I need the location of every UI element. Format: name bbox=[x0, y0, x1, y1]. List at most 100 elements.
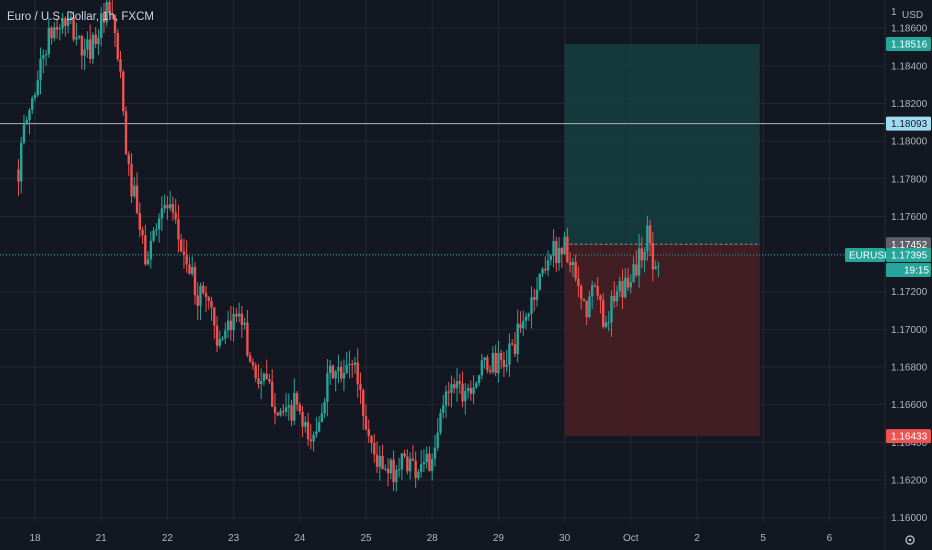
candle-body-76 bbox=[226, 320, 230, 331]
candle-body-176 bbox=[502, 359, 506, 367]
candle-body-79 bbox=[235, 313, 238, 317]
candle-body-171 bbox=[488, 370, 492, 372]
candle-body-119 bbox=[345, 365, 348, 374]
x-tick-label-5: 25 bbox=[360, 533, 372, 544]
candle-body-211 bbox=[599, 295, 602, 301]
y-tick-label-9: 1.16800 bbox=[891, 363, 928, 374]
candlestick-series bbox=[17, 0, 660, 492]
candle-body-23 bbox=[80, 35, 84, 56]
y-tick-label-4: 1.17800 bbox=[891, 174, 928, 185]
stop-price-tag-bg bbox=[886, 429, 931, 444]
candle-body-30 bbox=[100, 13, 103, 38]
x-tick-label-10: 2 bbox=[694, 533, 700, 544]
level-tag-0-text: 1.18093 bbox=[891, 119, 928, 130]
candle-body-217 bbox=[615, 291, 619, 302]
candle-body-157 bbox=[450, 384, 453, 393]
y-tick-label-10: 1.16600 bbox=[891, 400, 928, 411]
candle-body-130 bbox=[375, 454, 379, 467]
candle-body-95 bbox=[279, 411, 282, 416]
candle-body-222 bbox=[629, 282, 632, 288]
candle-body-129 bbox=[373, 442, 376, 455]
candle-body-131 bbox=[378, 455, 381, 467]
candle-body-52 bbox=[160, 208, 164, 219]
candle-body-221 bbox=[626, 277, 630, 288]
candle-body-83 bbox=[246, 322, 249, 356]
y-tick-label-12: 1.16200 bbox=[891, 475, 928, 486]
candle-body-135 bbox=[389, 459, 393, 474]
candle-body-64 bbox=[193, 267, 197, 296]
candle-body-42 bbox=[133, 185, 136, 197]
horizontal-levels[interactable] bbox=[0, 123, 885, 256]
candle-body-33 bbox=[108, 2, 111, 14]
candle-body-193 bbox=[549, 255, 553, 261]
candle-body-5 bbox=[31, 98, 34, 111]
candle-body-224 bbox=[635, 264, 638, 276]
candle-body-163 bbox=[466, 388, 470, 392]
candle-body-15 bbox=[58, 28, 62, 30]
candle-body-230 bbox=[651, 243, 655, 270]
candle-body-181 bbox=[516, 323, 519, 354]
countdown-tag-bg bbox=[886, 263, 931, 278]
position-zones[interactable] bbox=[564, 44, 760, 437]
candle-body-43 bbox=[135, 185, 139, 213]
candle-body-57 bbox=[174, 212, 177, 220]
candle-body-175 bbox=[499, 353, 503, 360]
settings-icon[interactable] bbox=[905, 535, 915, 545]
candle-body-49 bbox=[152, 230, 155, 241]
x-tick-label-12: 6 bbox=[827, 533, 833, 544]
candle-body-124 bbox=[359, 384, 362, 391]
x-tick-label-6: 28 bbox=[427, 533, 439, 544]
candle-body-182 bbox=[519, 323, 522, 329]
symbol-badge-text: EURUSD bbox=[849, 251, 891, 262]
candle-body-102 bbox=[298, 404, 301, 412]
candle-body-127 bbox=[367, 429, 370, 437]
candle-body-207 bbox=[588, 296, 591, 318]
candle-body-145 bbox=[417, 471, 420, 479]
current-price-tag-bg bbox=[886, 248, 931, 263]
candle-body-226 bbox=[640, 248, 644, 261]
candle-body-161 bbox=[461, 383, 464, 402]
candle-body-199 bbox=[566, 236, 569, 263]
candle-body-58 bbox=[177, 219, 180, 240]
time-axis[interactable]: 18 21 22 23 24 25 28 29 30 Oct 2 5 6 bbox=[29, 533, 832, 544]
profit-zone[interactable] bbox=[564, 44, 760, 245]
candle-body-96 bbox=[282, 411, 285, 413]
target-price-tag-text: 1.18516 bbox=[891, 40, 928, 51]
candle-body-140 bbox=[403, 453, 406, 457]
x-tick-label-4: 24 bbox=[294, 533, 306, 544]
candle-body-121 bbox=[351, 363, 354, 365]
x-tick-label-11: 5 bbox=[760, 533, 766, 544]
candle-body-172 bbox=[491, 352, 495, 372]
candle-body-208 bbox=[590, 285, 594, 297]
candle-body-201 bbox=[571, 261, 575, 266]
candle-body-122 bbox=[353, 362, 357, 365]
y-tick-label-5: 1.17600 bbox=[891, 212, 928, 223]
candle-body-167 bbox=[477, 375, 481, 383]
candle-body-158 bbox=[453, 384, 456, 389]
candle-body-55 bbox=[168, 204, 172, 209]
candle-body-27 bbox=[91, 34, 95, 59]
candle-body-109 bbox=[317, 422, 321, 432]
candle-body-203 bbox=[577, 278, 580, 287]
candle-body-143 bbox=[411, 458, 415, 461]
candle-body-148 bbox=[425, 453, 428, 463]
candle-body-97 bbox=[284, 407, 288, 412]
candle-body-77 bbox=[229, 320, 233, 331]
stop-zone[interactable] bbox=[564, 244, 760, 437]
candle-body-25 bbox=[86, 39, 89, 50]
candle-body-100 bbox=[293, 393, 296, 421]
candle-body-231 bbox=[654, 266, 657, 270]
x-tick-label-2: 22 bbox=[162, 533, 174, 544]
candle-body-54 bbox=[166, 205, 169, 209]
candle-body-168 bbox=[480, 360, 484, 376]
candle-body-46 bbox=[144, 235, 147, 265]
candle-body-71 bbox=[213, 307, 216, 326]
candle-body-154 bbox=[442, 405, 445, 413]
candle-body-133 bbox=[384, 468, 387, 470]
candle-body-183 bbox=[522, 320, 525, 329]
candle-body-120 bbox=[348, 363, 351, 366]
candle-body-155 bbox=[444, 391, 448, 406]
candle-body-213 bbox=[604, 322, 608, 327]
candle-body-170 bbox=[486, 357, 489, 371]
